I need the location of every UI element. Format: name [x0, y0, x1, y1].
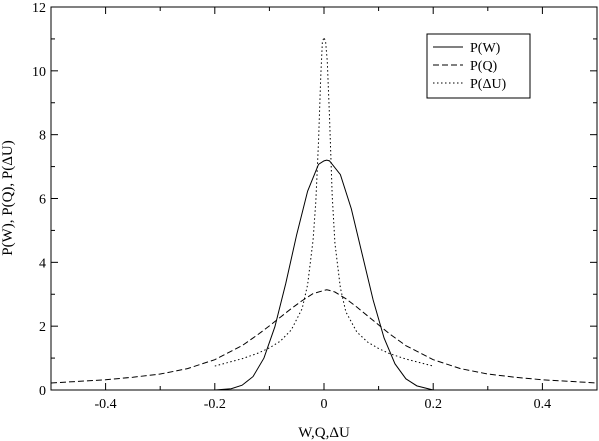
y-tick-label: 2: [39, 320, 46, 335]
y-tick-label: 10: [32, 65, 46, 80]
legend-label-2: P(Q): [470, 59, 498, 74]
plot-frame: [50, 6, 598, 391]
legend-label-3: P(ΔU): [470, 77, 507, 92]
y-tick-label: 8: [39, 129, 46, 144]
series-line-1: [214, 159, 434, 391]
series-line-3: [214, 35, 434, 367]
x-tick-label: -0.4: [95, 397, 117, 412]
x-tick-label: 0: [321, 397, 328, 412]
x-tick-label: 0.4: [534, 397, 552, 412]
chart-ticks: -0.4 -0.2 0 0.2 0.4 0 2 4 6 8 10 12: [32, 1, 598, 412]
y-axis-label: P(W), P(Q), P(ΔU): [0, 140, 16, 255]
x-tick-label: -0.2: [204, 397, 226, 412]
chart-marks: [50, 35, 598, 391]
y-tick-label: 4: [39, 256, 46, 271]
x-tick-label: 0.2: [424, 397, 442, 412]
y-tick-label: 6: [39, 193, 46, 208]
y-tick-label: 0: [39, 384, 46, 399]
legend-label-1: P(W): [470, 41, 501, 56]
series-line-2: [50, 289, 598, 384]
x-axis-label: W,Q,ΔU: [298, 425, 350, 441]
legend: P(W) P(Q) P(ΔU): [426, 33, 531, 99]
legend-box: [426, 33, 531, 99]
y-tick-label: 12: [32, 1, 46, 16]
